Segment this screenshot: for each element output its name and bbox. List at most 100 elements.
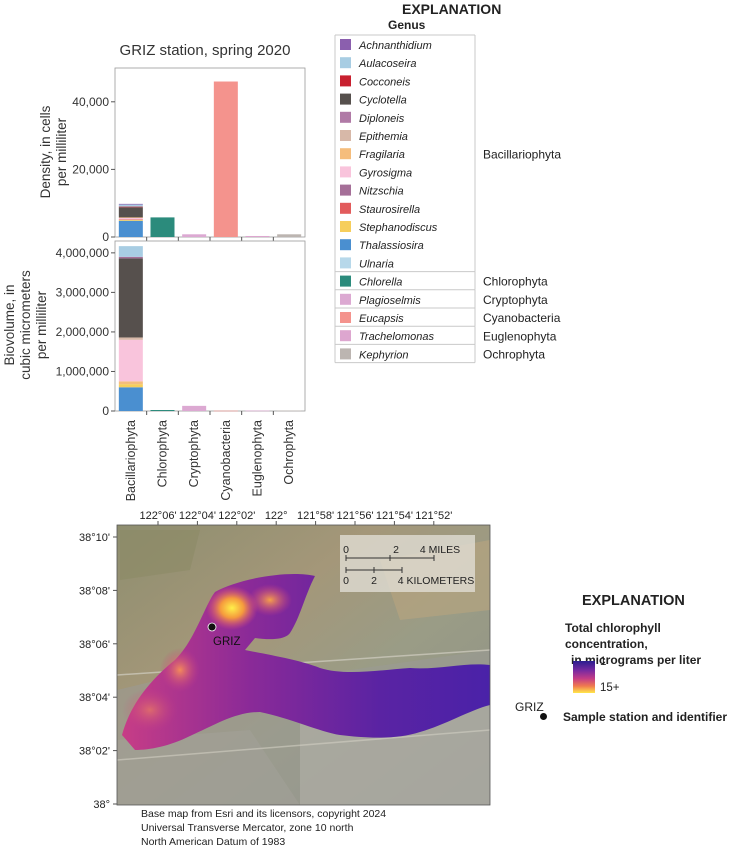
- legend-label-thalassiosira: Thalassiosira: [359, 240, 424, 252]
- density-bar-cyanobacteria-eucapsis: [213, 81, 238, 238]
- chl-color-ramp: [573, 661, 595, 693]
- density-plot-frame: [114, 67, 306, 238]
- biovolume-bar-bacillariophyta-thalassiosira: [118, 387, 143, 411]
- x-category-euglenophyta: Euglenophyta: [251, 420, 265, 497]
- chl-title-line-1: Total chlorophyll concentration,: [565, 621, 661, 651]
- density-bar-bacillariophyta-fragilaria: [118, 217, 143, 218]
- density-bar-ochrophyta-kephyrion: [277, 234, 302, 237]
- legend-group-euglenophyta: Euglenophyta: [483, 329, 557, 343]
- biovolume-ytick-label: 2,000,000: [56, 325, 110, 339]
- map-lon-label: 121°58': [297, 510, 334, 522]
- biovolume-ytick-label: 4,000,000: [56, 246, 110, 260]
- legend-subtitle: Genus: [388, 18, 426, 32]
- legend-swatch-plagioselmis: [340, 293, 351, 305]
- x-category-cyanobacteria: Cyanobacteria: [219, 420, 233, 501]
- legend-label-achnanthidium: Achnanthidium: [358, 40, 432, 52]
- scale-mile-0: 0: [343, 544, 349, 556]
- map-lat-label: 38°10': [79, 532, 110, 544]
- biovolume-ylabel-line1: Biovolume, in: [2, 284, 17, 365]
- griz-station-label: GRIZ: [213, 636, 240, 648]
- legend-label-diploneis: Diploneis: [359, 113, 405, 125]
- biovolume-ylabel-line2: cubic micrometers: [18, 270, 33, 380]
- map-lon-label: 122°: [265, 510, 288, 522]
- chl-legend-title: Total chlorophyll concentration, in micr…: [565, 620, 745, 668]
- legend-label-epithemia: Epithemia: [359, 131, 408, 143]
- density-bar-bacillariophyta-staurosirella: [118, 219, 143, 220]
- legend-swatch-chlorella: [340, 275, 351, 287]
- density-bar-cryptophyta-plagioselmis: [182, 234, 207, 237]
- legend-swatch-diploneis: [340, 111, 351, 123]
- scale-mile-4: 4 MILES: [420, 544, 460, 556]
- biovolume-bar-ochrophyta-kephyrion: [277, 410, 302, 412]
- biovolume-bar-bacillariophyta-gyrosigma: [118, 339, 143, 382]
- chl-max-label: 15+: [600, 682, 620, 694]
- legend-label-cocconeis: Cocconeis: [359, 76, 411, 88]
- legend-swatch-gyrosigma: [340, 166, 351, 178]
- scale-km-0: 0: [343, 575, 349, 587]
- map-lon-label: 121°54': [376, 510, 413, 522]
- legend-swatch-nitzschia: [340, 184, 351, 196]
- legend-label-stephanodiscus: Stephanodiscus: [359, 222, 438, 234]
- chl-title-line-2: in micrograms per liter: [571, 653, 702, 667]
- legend-swatch-ulnaria: [340, 257, 351, 269]
- density-bar-bacillariophyta-achnanthidium: [118, 203, 143, 205]
- density-bar-euglenophyta-trachelomonas: [245, 235, 270, 237]
- density-ylabel-line2: per milliliter: [54, 117, 69, 186]
- legend-label-plagioselmis: Plagioselmis: [359, 295, 421, 307]
- biovolume-ytick-label: 1,000,000: [56, 364, 110, 378]
- biovolume-bar-euglenophyta-trachelomonas: [245, 410, 270, 412]
- genus-legend: Achnanthidium Aulacoseira Cocconeis Cyclote…: [334, 34, 561, 364]
- chlorophyll-map: 122°06' 122°04' 122°02' 122° 121°58' 121°56' 1…: [79, 510, 491, 848]
- legend-group-ochrophyta: Ochrophyta: [483, 348, 545, 362]
- biovolume-ylabel-line3: per milliliter: [34, 290, 49, 359]
- legend-label-eucapsis: Eucapsis: [359, 313, 404, 325]
- legend-swatch-trachelomonas: [340, 330, 351, 342]
- map-lat-label: 38°: [93, 799, 110, 811]
- map-lon-label: 122°02': [218, 510, 255, 522]
- biovolume-bar-cryptophyta-plagioselmis: [182, 405, 207, 411]
- x-category-chlorophyta: Chlorophyta: [156, 420, 170, 487]
- legend-swatch-stephanodiscus: [340, 221, 351, 232]
- density-bar-bacillariophyta-thalassiosira: [118, 220, 143, 237]
- legend-label-gyrosigma: Gyrosigma: [359, 167, 412, 179]
- legend-label-aulacoseira: Aulacoseira: [358, 58, 416, 70]
- legend-label-nitzschia: Nitzschia: [359, 186, 404, 198]
- density-bar-bacillariophyta-cocconeis: [118, 206, 143, 208]
- biovolume-bar-bacillariophyta-epithemia: [118, 337, 143, 340]
- density-ytick-label: 20,000: [72, 162, 109, 176]
- legend-title: EXPLANATION: [402, 1, 502, 17]
- station-example-label: GRIZ: [515, 700, 544, 714]
- scale-bar: 0 2 4 MILES 0 2 4 KILOMETERS: [340, 535, 475, 592]
- biovolume-bar-chlorophyta-chlorella: [150, 410, 175, 411]
- station-desc: Sample station and identifier: [563, 710, 728, 724]
- map-legend-title: EXPLANATION: [582, 593, 685, 609]
- biovolume-bar-bacillariophyta-aulacoseira: [118, 246, 143, 257]
- scale-km-2: 2: [371, 575, 377, 587]
- legend-label-trachelomonas: Trachelomonas: [359, 331, 434, 343]
- biovolume-bar-bacillariophyta-nitzschia: [118, 256, 143, 259]
- density-ylabel-line1: Density, in cells: [38, 105, 53, 198]
- legend-swatch-staurosirella: [340, 202, 351, 214]
- density-panel: 0 20,000 40,000: [72, 67, 306, 244]
- map-graticule-labels: 122°06' 122°04' 122°02' 122° 121°58' 121°56' 1…: [79, 510, 452, 811]
- chart-title: GRIZ station, spring 2020: [120, 42, 291, 59]
- density-ytick-label: 0: [102, 230, 109, 244]
- legend-label-kephyrion: Kephyrion: [359, 349, 409, 361]
- map-lon-label: 122°04': [179, 510, 216, 522]
- density-bar-bacillariophyta-gyrosigma: [118, 217, 143, 220]
- map-lat-label: 38°08': [79, 585, 110, 597]
- legend-label-fragilaria: Fragilaria: [359, 149, 405, 161]
- biovolume-ytick-label: 3,000,000: [56, 285, 110, 299]
- credit-line-3: North American Datum of 1983: [141, 836, 285, 848]
- map-lat-label: 38°06': [79, 639, 110, 651]
- legend-swatch-kephyrion: [340, 348, 351, 360]
- density-bar-bacillariophyta-stephanodiscus: [118, 219, 143, 221]
- x-category-ochrophyta: Ochrophyta: [282, 420, 296, 485]
- biovolume-panel: 0 1,000,000 2,000,000 3,000,000 4,000,000: [56, 240, 306, 418]
- legend-label-cyclotella: Cyclotella: [359, 95, 407, 107]
- legend-group-cryptophyta: Cryptophyta: [483, 293, 548, 307]
- density-ytick-label: 40,000: [72, 95, 109, 109]
- chlorophyll-surface: [122, 573, 490, 750]
- biovolume-bar-bacillariophyta-stephanodiscus: [118, 384, 143, 388]
- legend-label-chlorella: Chlorella: [359, 277, 402, 289]
